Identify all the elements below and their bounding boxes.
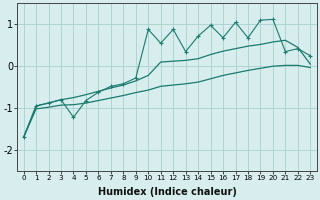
X-axis label: Humidex (Indice chaleur): Humidex (Indice chaleur) xyxy=(98,187,236,197)
